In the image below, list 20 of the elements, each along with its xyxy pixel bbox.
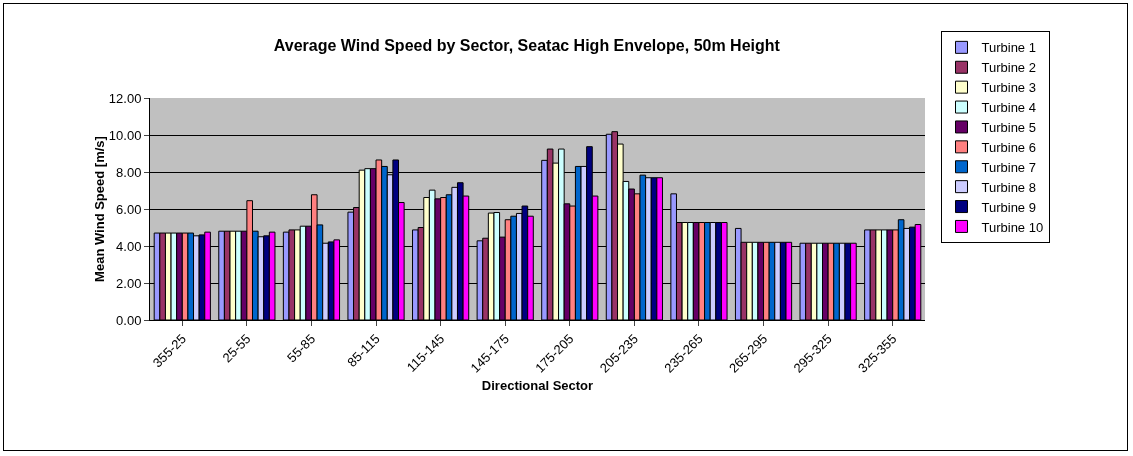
y-tick-label: 2.00 [116,275,142,291]
legend-label: Turbine 9 [981,199,1036,215]
legend-label: Turbine 8 [981,179,1036,195]
y-tick-label: 12.00 [108,90,142,106]
y-tick-label: 6.00 [116,201,142,217]
y-tick-label: 4.00 [116,238,142,254]
legend-label: Turbine 5 [981,120,1036,136]
y-tick-label: 0.00 [116,312,142,328]
legend-label: Turbine 2 [981,60,1036,76]
y-tick-label: 8.00 [116,164,142,180]
legend-label: Turbine 4 [981,100,1036,116]
x-axis-title: Directional Sector [481,377,594,393]
legend-label: Turbine 7 [981,159,1036,175]
chart-title: Average Wind Speed by Sector, Seatac High Envelope, 50m Height [273,37,781,55]
legend-label: Turbine 1 [981,40,1036,56]
y-axis-title: Mean Wind Speed [m/s] [91,136,107,282]
legend-label: Turbine 6 [981,139,1036,155]
legend-label: Turbine 10 [981,219,1044,235]
legend-label: Turbine 3 [981,80,1036,96]
y-tick-label: 10.00 [108,127,142,143]
